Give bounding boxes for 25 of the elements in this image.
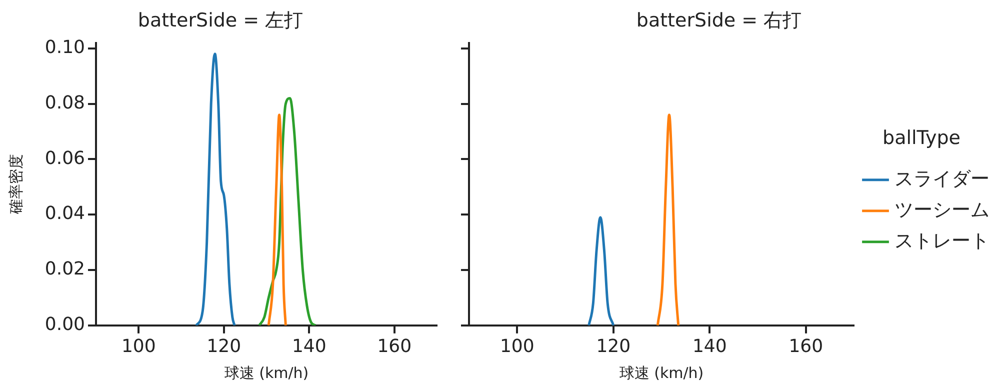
- chart-title: batterSide = 右打: [636, 9, 802, 32]
- legend-label: ストレート: [894, 230, 990, 252]
- legend-title: ballType: [882, 127, 960, 150]
- line-series: [267, 114, 287, 326]
- x-tick-label: 140: [692, 336, 727, 357]
- x-tick-label: 160: [377, 336, 412, 357]
- x-axis-title: 球速 (km/h): [619, 364, 704, 382]
- y-tick-label: 0.10: [44, 37, 85, 58]
- x-tick-label: 120: [596, 336, 631, 357]
- x-axis-title: 球速 (km/h): [224, 364, 309, 382]
- legend-label: スライダー: [894, 168, 990, 190]
- y-tick-label: 0.08: [44, 92, 85, 114]
- line-series: [194, 52, 236, 326]
- x-tick-label: 100: [500, 336, 534, 357]
- y-tick-label: 0.06: [44, 148, 85, 169]
- x-tick-label: 100: [121, 336, 156, 357]
- x-tick-label: 140: [292, 336, 326, 357]
- y-tick-label: 0.02: [44, 258, 85, 280]
- x-tick-label: 160: [788, 336, 824, 357]
- y-tick-label: 0.00: [44, 314, 85, 336]
- y-tick-label: 0.04: [44, 203, 85, 224]
- y-axis-title: 確率密度: [6, 154, 25, 216]
- chart-title: batterSide = 左打: [138, 9, 304, 32]
- legend-label: ツーシーム: [894, 198, 990, 221]
- x-tick-label: 120: [206, 336, 242, 357]
